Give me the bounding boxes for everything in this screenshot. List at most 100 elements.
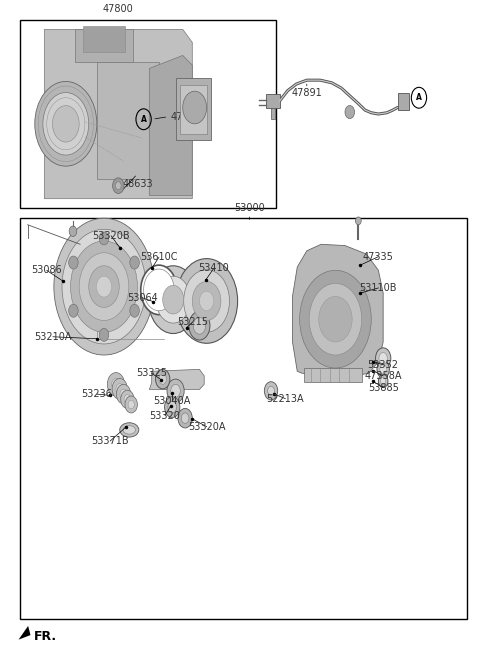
Text: 53371B: 53371B [91, 436, 129, 446]
Text: 53352: 53352 [368, 359, 399, 370]
Circle shape [54, 218, 154, 355]
Polygon shape [44, 30, 192, 199]
FancyBboxPatch shape [83, 26, 125, 52]
Text: 53236: 53236 [82, 389, 112, 399]
Polygon shape [19, 626, 31, 640]
Circle shape [89, 266, 119, 308]
Circle shape [178, 409, 192, 428]
Circle shape [141, 265, 177, 315]
Circle shape [193, 318, 205, 334]
Circle shape [120, 389, 127, 399]
Circle shape [144, 269, 174, 311]
Text: 52213A: 52213A [266, 394, 304, 403]
Text: 53064: 53064 [127, 293, 157, 302]
Circle shape [264, 382, 278, 400]
Circle shape [319, 297, 352, 342]
Text: 47891: 47891 [291, 88, 322, 98]
FancyBboxPatch shape [75, 30, 132, 62]
Text: 53215: 53215 [177, 318, 208, 327]
Circle shape [79, 253, 129, 321]
FancyBboxPatch shape [21, 218, 467, 619]
Text: 48633: 48633 [122, 179, 153, 189]
Text: 53410: 53410 [198, 264, 229, 274]
Circle shape [99, 232, 109, 245]
Text: 47800: 47800 [103, 4, 134, 14]
Circle shape [192, 281, 221, 321]
Polygon shape [292, 244, 383, 376]
Circle shape [171, 384, 180, 398]
Text: 47358A: 47358A [364, 371, 402, 381]
Circle shape [165, 397, 180, 417]
Circle shape [379, 352, 387, 364]
Text: 53040A: 53040A [154, 396, 191, 405]
Circle shape [130, 304, 139, 318]
Text: 47335: 47335 [363, 252, 394, 262]
Circle shape [130, 256, 139, 269]
Circle shape [156, 369, 170, 389]
Text: 53885: 53885 [368, 382, 398, 392]
Text: 53086: 53086 [31, 265, 62, 276]
Ellipse shape [123, 426, 135, 434]
Circle shape [52, 106, 79, 142]
Circle shape [62, 230, 146, 344]
Circle shape [71, 241, 137, 332]
Circle shape [176, 258, 238, 343]
Text: FR.: FR. [34, 630, 57, 643]
Circle shape [268, 386, 275, 396]
Circle shape [108, 373, 124, 396]
Circle shape [168, 401, 177, 413]
Text: 53210A: 53210A [34, 332, 72, 342]
Circle shape [69, 226, 77, 236]
Circle shape [125, 396, 137, 413]
Text: 53110B: 53110B [360, 283, 397, 293]
Circle shape [120, 390, 134, 409]
Circle shape [378, 375, 388, 388]
FancyBboxPatch shape [304, 368, 362, 382]
Text: A: A [141, 115, 146, 124]
Circle shape [43, 92, 89, 155]
FancyBboxPatch shape [398, 93, 409, 110]
Circle shape [309, 283, 362, 355]
Polygon shape [149, 369, 204, 390]
Text: 53000: 53000 [234, 203, 265, 213]
Circle shape [159, 374, 167, 384]
Circle shape [380, 365, 386, 374]
FancyBboxPatch shape [21, 20, 276, 209]
Circle shape [356, 217, 361, 225]
Circle shape [112, 379, 120, 390]
Circle shape [128, 400, 134, 409]
Circle shape [375, 348, 391, 369]
FancyBboxPatch shape [180, 85, 206, 134]
Circle shape [99, 328, 109, 341]
Circle shape [381, 377, 386, 384]
FancyBboxPatch shape [271, 108, 276, 119]
Text: 53320A: 53320A [188, 422, 225, 432]
Circle shape [35, 81, 97, 166]
Text: 53325: 53325 [136, 368, 167, 379]
Circle shape [184, 270, 229, 332]
Circle shape [116, 384, 123, 394]
Circle shape [300, 270, 371, 368]
Polygon shape [149, 55, 192, 195]
Circle shape [113, 178, 124, 194]
Circle shape [167, 379, 184, 403]
Circle shape [377, 361, 389, 378]
Text: 53610C: 53610C [140, 253, 178, 262]
Ellipse shape [120, 422, 139, 437]
FancyBboxPatch shape [266, 94, 280, 108]
Text: 53320B: 53320B [92, 231, 130, 241]
Circle shape [96, 276, 112, 297]
Circle shape [181, 413, 189, 423]
Circle shape [69, 304, 78, 318]
Circle shape [156, 276, 191, 323]
Circle shape [183, 91, 206, 124]
Circle shape [163, 285, 184, 314]
Circle shape [112, 379, 127, 400]
Text: A: A [416, 93, 422, 102]
Text: 53320: 53320 [150, 411, 180, 420]
Circle shape [116, 384, 131, 404]
FancyBboxPatch shape [97, 62, 159, 179]
Circle shape [345, 106, 355, 119]
Circle shape [116, 182, 121, 190]
Circle shape [199, 291, 214, 311]
